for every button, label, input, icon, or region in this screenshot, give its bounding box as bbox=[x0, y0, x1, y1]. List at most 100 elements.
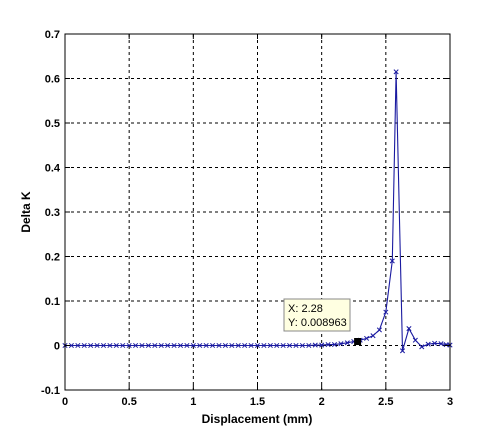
marker-stroke bbox=[184, 342, 190, 349]
data-point-marker bbox=[376, 327, 382, 333]
x-tick-label: 1.5 bbox=[250, 396, 265, 408]
marker-stroke bbox=[376, 327, 382, 333]
data-point-marker bbox=[126, 342, 132, 349]
data-point-marker bbox=[254, 342, 261, 349]
data-point-marker bbox=[261, 342, 267, 349]
marker-stroke bbox=[145, 342, 151, 349]
data-point-marker bbox=[120, 342, 126, 349]
marker-stroke bbox=[364, 335, 370, 341]
marker-stroke bbox=[126, 342, 132, 349]
data-point-marker bbox=[432, 340, 438, 346]
marker-stroke bbox=[133, 342, 139, 349]
data-tip-box bbox=[283, 298, 351, 332]
data-point-marker bbox=[319, 342, 325, 348]
y-tick-label: 0.2 bbox=[45, 252, 60, 264]
axis-ticks bbox=[64, 33, 451, 391]
marker-stroke bbox=[139, 342, 145, 349]
marker-stroke bbox=[261, 342, 267, 349]
data-point-marker bbox=[425, 341, 431, 347]
data-point-marker bbox=[203, 342, 209, 349]
data-point-marker bbox=[370, 333, 376, 339]
data-point-marker bbox=[171, 342, 177, 349]
data-point-marker bbox=[364, 335, 370, 341]
marker-stroke bbox=[242, 342, 248, 349]
data-point-marker bbox=[152, 342, 158, 349]
data-tip-marker[interactable] bbox=[354, 338, 362, 345]
data-point-marker bbox=[145, 342, 151, 349]
data-point-marker bbox=[100, 342, 107, 349]
marker-stroke bbox=[287, 342, 293, 349]
data-point-marker bbox=[338, 341, 344, 347]
x-tick-label: 1 bbox=[190, 396, 196, 408]
marker-stroke bbox=[306, 342, 312, 349]
y-tick-label: 0.6 bbox=[45, 74, 60, 86]
data-point-marker bbox=[399, 348, 406, 354]
data-tip[interactable]: X: 2.28 Y: 0.008963 bbox=[283, 298, 362, 345]
data-point-marker bbox=[235, 342, 241, 349]
data-point-marker bbox=[312, 342, 318, 348]
data-point-marker bbox=[383, 309, 389, 315]
marker-stroke bbox=[254, 342, 261, 349]
data-point-marker bbox=[210, 342, 216, 349]
x-tick-label: 0 bbox=[62, 396, 68, 408]
x-tick-label: 3 bbox=[447, 396, 453, 408]
data-point-marker bbox=[406, 326, 412, 332]
marker-stroke bbox=[389, 258, 395, 264]
data-point-marker bbox=[75, 342, 81, 349]
marker-stroke bbox=[88, 342, 94, 349]
marker-stroke bbox=[344, 340, 350, 346]
marker-stroke bbox=[280, 342, 286, 349]
series-line bbox=[65, 71, 451, 351]
data-point-marker bbox=[177, 342, 184, 349]
marker-stroke bbox=[81, 342, 87, 349]
x-tick-label: 2.5 bbox=[378, 396, 393, 408]
data-point-marker bbox=[306, 342, 312, 349]
marker-stroke bbox=[319, 342, 325, 348]
marker-stroke bbox=[177, 342, 184, 349]
data-point-marker bbox=[248, 342, 254, 349]
data-point-marker bbox=[267, 342, 273, 349]
x-tick-labels: 0 0.5 1 1.5 2 2.5 3 bbox=[62, 396, 453, 408]
marker-stroke bbox=[425, 341, 431, 347]
marker-stroke bbox=[370, 333, 376, 339]
data-point-marker bbox=[280, 342, 286, 349]
data-point-marker bbox=[438, 341, 444, 347]
marker-stroke bbox=[222, 342, 228, 349]
marker-stroke bbox=[216, 342, 222, 349]
marker-stroke bbox=[312, 342, 318, 348]
data-point-marker bbox=[242, 342, 248, 349]
marker-stroke bbox=[338, 341, 344, 347]
data-point-marker bbox=[412, 337, 418, 343]
data-point-marker bbox=[222, 342, 228, 349]
data-point-marker bbox=[287, 342, 293, 349]
data-point-marker bbox=[81, 342, 87, 349]
marker-stroke bbox=[165, 342, 171, 349]
marker-stroke bbox=[438, 341, 444, 347]
data-point-marker bbox=[419, 344, 425, 350]
marker-stroke bbox=[267, 342, 273, 349]
marker-stroke bbox=[210, 342, 216, 349]
data-point-marker bbox=[393, 69, 399, 75]
marker-stroke bbox=[68, 342, 74, 349]
marker-stroke bbox=[120, 342, 126, 349]
data-tip-y-text: Y: 0.008963 bbox=[288, 317, 347, 329]
marker-stroke bbox=[171, 342, 177, 349]
x-axis-label: Displacement (mm) bbox=[202, 412, 313, 426]
marker-stroke bbox=[412, 337, 418, 343]
data-point-marker bbox=[94, 342, 100, 349]
marker-stroke bbox=[203, 342, 209, 349]
marker-stroke bbox=[393, 69, 399, 75]
data-point-marker bbox=[165, 342, 171, 349]
marker-stroke bbox=[293, 342, 299, 349]
marker-stroke bbox=[158, 342, 164, 349]
marker-stroke bbox=[432, 340, 438, 346]
marker-stroke bbox=[107, 342, 113, 349]
y-tick-label: 0.7 bbox=[45, 29, 60, 41]
data-point-marker bbox=[299, 342, 305, 349]
y-tick-label: -0.1 bbox=[41, 385, 60, 397]
data-point-marker bbox=[158, 342, 164, 349]
data-point-marker bbox=[190, 342, 196, 349]
marker-stroke bbox=[197, 342, 203, 349]
